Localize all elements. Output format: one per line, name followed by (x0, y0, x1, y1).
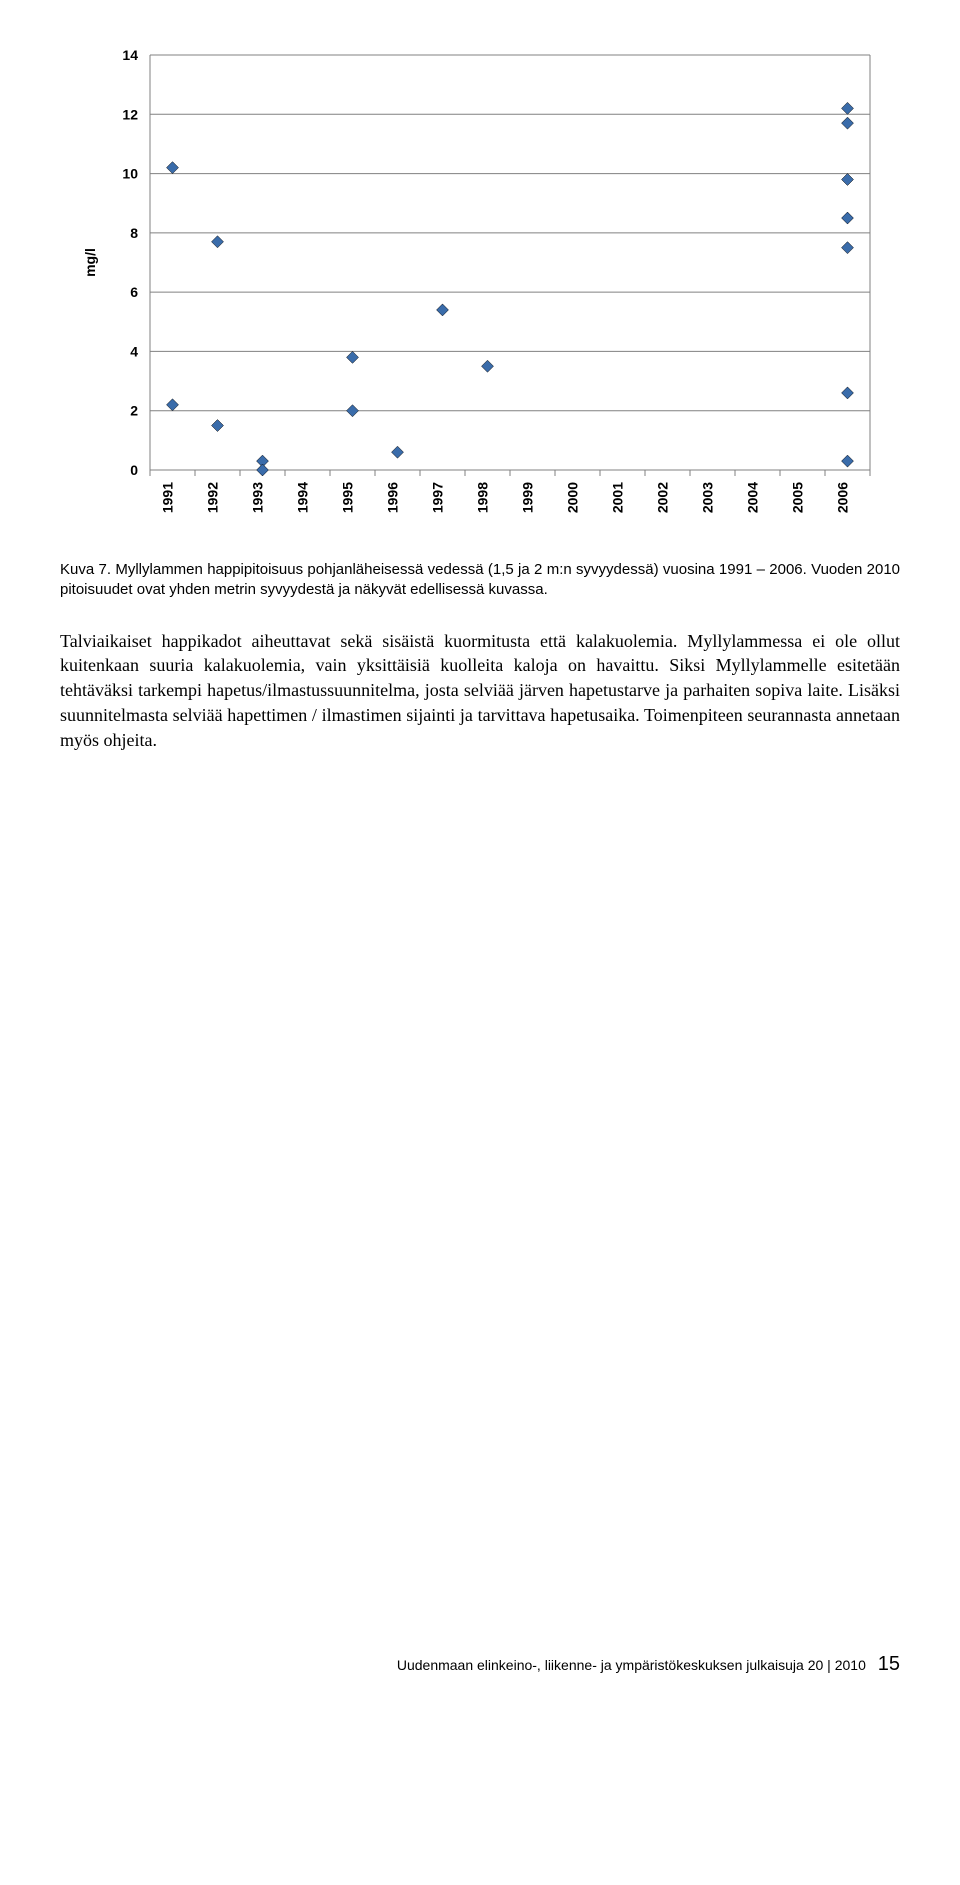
svg-text:1996: 1996 (385, 482, 401, 513)
svg-text:4: 4 (130, 343, 138, 359)
page-footer: Uudenmaan elinkeino-, liikenne- ja ympär… (60, 1653, 900, 1676)
svg-text:12: 12 (122, 106, 138, 122)
body-paragraph: Talviaikaiset happikadot aiheuttavat sek… (60, 629, 900, 753)
svg-text:6: 6 (130, 284, 138, 300)
svg-text:1999: 1999 (520, 482, 536, 513)
svg-text:1992: 1992 (205, 482, 221, 513)
svg-text:10: 10 (122, 166, 138, 182)
svg-text:14: 14 (122, 47, 138, 63)
figure-caption: Kuva 7. Myllylammen happipitoisuus pohja… (60, 560, 900, 601)
svg-text:mg/l: mg/l (82, 248, 98, 277)
svg-text:1993: 1993 (250, 482, 266, 513)
svg-text:2: 2 (130, 403, 138, 419)
page-number: 15 (878, 1653, 900, 1675)
svg-text:1991: 1991 (160, 482, 176, 513)
chart-svg: 0 2 4 6 8 10 12 14 1991 1992 1993 1994 1995 1996 1997 1… (70, 40, 890, 540)
svg-text:2000: 2000 (565, 482, 581, 513)
svg-text:2005: 2005 (790, 482, 806, 513)
svg-text:2001: 2001 (610, 482, 626, 513)
svg-text:2002: 2002 (655, 482, 671, 513)
svg-text:2004: 2004 (745, 482, 761, 513)
svg-text:0: 0 (130, 462, 138, 478)
scatter-chart: 0 2 4 6 8 10 12 14 1991 1992 1993 1994 1995 1996 1997 1… (70, 40, 890, 540)
svg-text:8: 8 (130, 225, 138, 241)
svg-text:1998: 1998 (475, 482, 491, 513)
footer-text: Uudenmaan elinkeino-, liikenne- ja ympär… (397, 1657, 866, 1673)
svg-text:1997: 1997 (430, 482, 446, 513)
svg-text:2003: 2003 (700, 482, 716, 513)
svg-text:1995: 1995 (340, 482, 356, 513)
svg-text:1994: 1994 (295, 482, 311, 513)
svg-text:2006: 2006 (835, 482, 851, 513)
